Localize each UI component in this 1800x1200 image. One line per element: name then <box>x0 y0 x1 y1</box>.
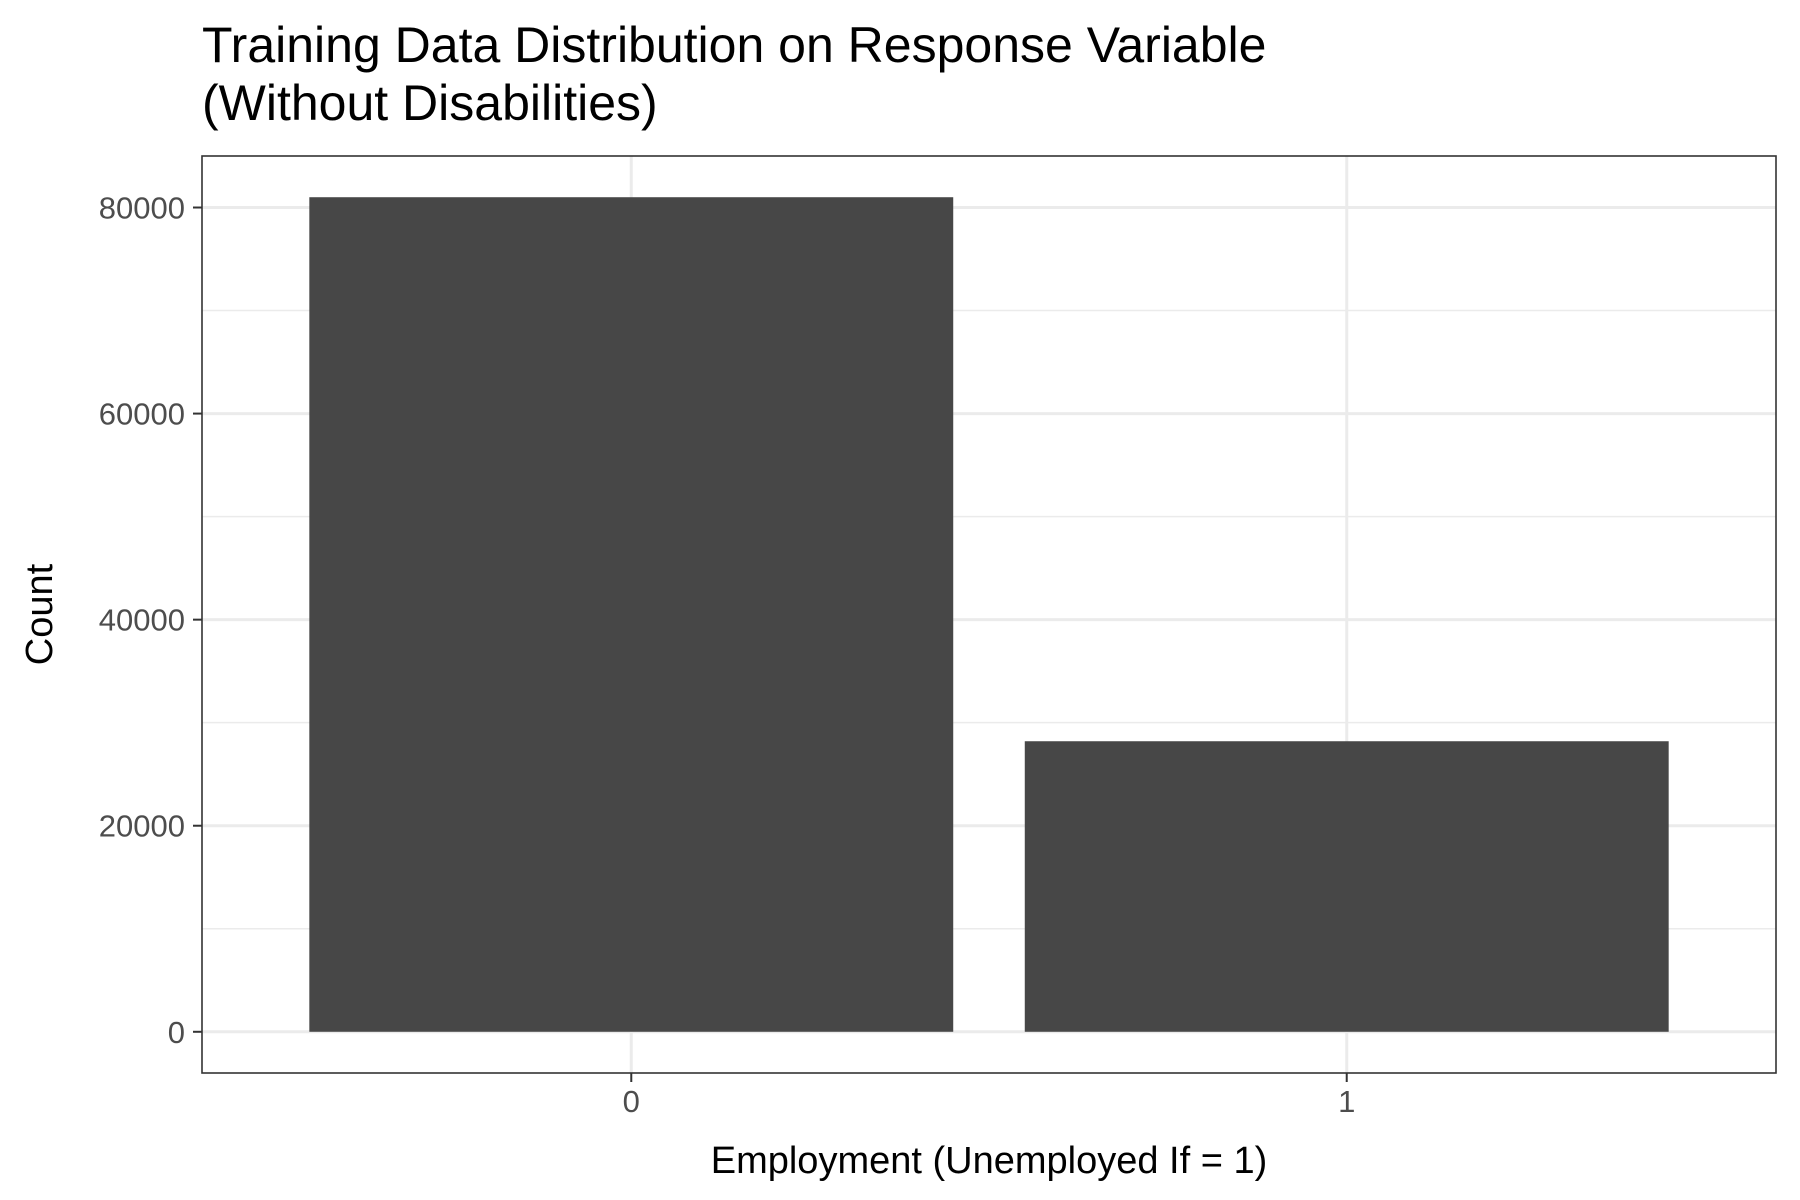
y-tick-label: 20000 <box>99 809 185 844</box>
x-axis-title: Employment (Unemployed If = 1) <box>711 1140 1268 1182</box>
chart-title: Training Data Distribution on Response V… <box>202 17 1266 73</box>
x-tick-label: 1 <box>1338 1084 1355 1119</box>
y-tick-label: 60000 <box>99 397 185 432</box>
x-tick-label: 0 <box>623 1084 640 1119</box>
chart-subtitle: (Without Disabilities) <box>202 75 658 131</box>
plot-panel <box>201 155 1777 1074</box>
panel-border <box>201 155 1777 1074</box>
y-axis: 0 20000 40000 60000 80000 <box>99 191 202 1050</box>
y-tick-label: 0 <box>168 1015 185 1050</box>
bar-1 <box>1024 741 1669 1032</box>
bar-0 <box>309 197 954 1032</box>
y-tick-label: 40000 <box>99 603 185 638</box>
y-tick-label: 80000 <box>99 191 185 226</box>
y-axis-title: Count <box>19 563 61 665</box>
bars <box>309 197 1669 1032</box>
